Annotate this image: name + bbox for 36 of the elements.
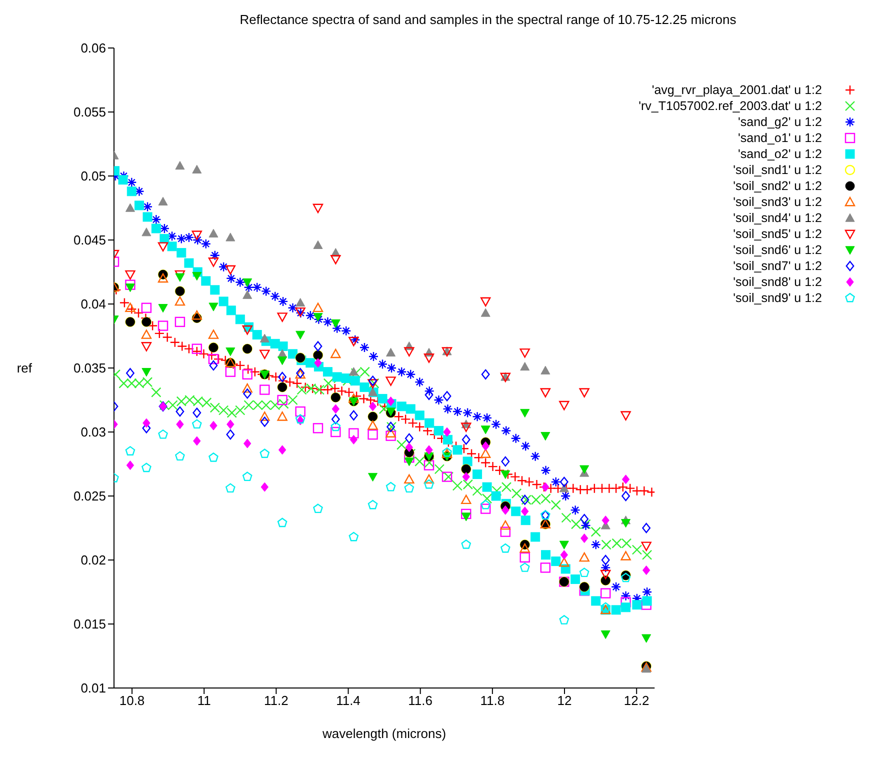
- legend-label: 'sand_o2' u 1:2: [738, 147, 822, 161]
- x-tick-label: 11: [197, 693, 211, 708]
- legend-label: 'avg_rvr_playa_2001.dat' u 1:2: [652, 83, 822, 97]
- legend-label: 'rv_T1057002.ref_2003.dat' u 1:2: [638, 99, 822, 113]
- legend-label: 'sand_o1' u 1:2: [738, 131, 822, 145]
- y-tick-label: 0.01: [80, 680, 106, 696]
- x-tick-label: 12: [557, 693, 572, 708]
- legend-label: 'soil_snd4' u 1:2: [733, 211, 822, 225]
- legend-label: 'soil_snd1' u 1:2: [733, 163, 822, 177]
- y-tick-label: 0.02: [80, 552, 106, 568]
- y-tick-label: 0.05: [80, 168, 106, 184]
- x-tick-label: 12.2: [624, 693, 650, 708]
- y-tick-label: 0.025: [73, 488, 106, 504]
- x-tick-label: 11.6: [408, 693, 433, 708]
- x-axis-title: wavelength (microns): [322, 726, 446, 741]
- legend-label: 'soil_snd9' u 1:2: [733, 291, 822, 305]
- legend-label: 'soil_snd8' u 1:2: [733, 275, 822, 289]
- y-tick-label: 0.035: [73, 360, 106, 376]
- y-tick-label: 0.03: [80, 424, 106, 440]
- y-tick-label: 0.04: [80, 296, 106, 312]
- legend-label: 'sand_g2' u 1:2: [738, 115, 822, 129]
- legend-label: 'soil_snd3' u 1:2: [733, 195, 822, 209]
- x-tick-label: 11.4: [336, 693, 360, 708]
- y-tick-label: 0.015: [73, 616, 106, 632]
- chart-title: Reflectance spectra of sand and samples in the spectral range of 10.75-12.25 microns: [238, 11, 738, 29]
- x-tick-label: 11.2: [264, 693, 288, 708]
- legend-label: 'soil_snd2' u 1:2: [733, 179, 822, 193]
- legend-label: 'soil_snd5' u 1:2: [733, 227, 822, 241]
- x-tick-label: 10.8: [119, 693, 145, 708]
- y-axis-title: ref: [16, 360, 32, 376]
- y-tick-label: 0.06: [80, 40, 106, 56]
- x-tick-label: 11.8: [480, 693, 505, 708]
- y-tick-label: 0.055: [73, 104, 106, 120]
- legend-label: 'soil_snd7' u 1:2: [733, 259, 822, 273]
- y-tick-label: 0.045: [73, 232, 106, 248]
- legend-label: 'soil_snd6' u 1:2: [733, 243, 822, 257]
